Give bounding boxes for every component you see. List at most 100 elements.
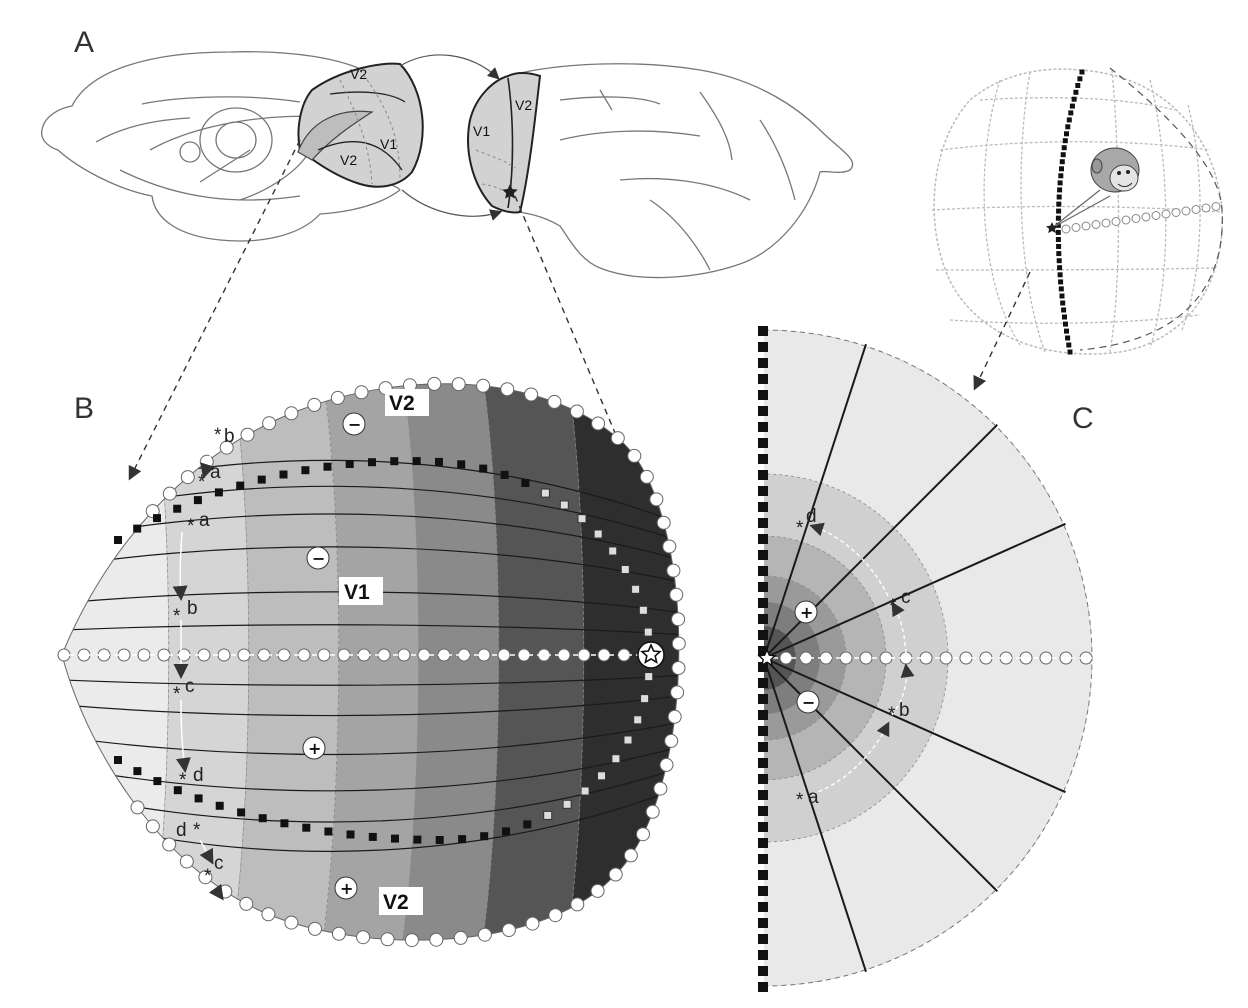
meridian-circle <box>162 837 177 852</box>
vm-square <box>758 966 768 976</box>
meridian-circle <box>453 930 468 945</box>
border-square <box>500 470 509 479</box>
vm-square <box>758 710 768 720</box>
globe-square <box>1071 96 1077 102</box>
globe-square <box>1061 145 1067 151</box>
vm-square <box>758 694 768 704</box>
plus-sign-mid: + <box>308 739 321 758</box>
meridian-circle <box>669 587 684 602</box>
border-square <box>194 794 203 803</box>
border-square <box>193 496 202 505</box>
globe-circle <box>1131 214 1141 223</box>
meridian-circle <box>608 867 623 882</box>
globe-circle <box>1181 206 1191 216</box>
star-icon-globe <box>1046 222 1058 234</box>
meridian-circle <box>404 933 419 948</box>
globe-circle <box>1081 221 1091 231</box>
polar-ray <box>763 657 1066 794</box>
globe-square <box>1058 279 1064 285</box>
meridian-circle <box>649 492 664 507</box>
meridian-circle <box>330 390 345 405</box>
globe-square <box>1057 187 1063 193</box>
border-square <box>368 832 377 841</box>
globe-circle <box>1091 220 1101 229</box>
vm-square <box>758 790 768 800</box>
border-square <box>324 827 333 836</box>
vm-square <box>758 934 768 944</box>
globe-square <box>1056 194 1062 200</box>
isopolar-line <box>62 591 679 616</box>
globe-square <box>1055 237 1061 242</box>
globe-square <box>1055 222 1061 228</box>
star-icon-fovea <box>640 642 662 664</box>
vm-square <box>758 454 768 464</box>
border-square <box>633 715 643 725</box>
meridian-circle <box>239 896 254 911</box>
left-v2-top-label: V2 <box>350 66 367 82</box>
border-square <box>133 767 142 776</box>
border-square <box>435 457 443 466</box>
asterisk: * <box>889 596 897 617</box>
asterisk: * <box>187 516 195 537</box>
globe-square <box>1063 321 1068 327</box>
v1-point-b: b <box>187 598 198 619</box>
c-point-c: c <box>901 587 911 608</box>
globe-square <box>1066 117 1072 123</box>
vm-square <box>758 662 768 672</box>
meridian-circle <box>451 377 466 392</box>
globe-square <box>1066 342 1072 348</box>
border-square <box>457 460 466 469</box>
meridian-circle <box>331 926 346 941</box>
border-square <box>280 819 289 828</box>
border-square <box>577 514 587 524</box>
globe-circle <box>1171 208 1181 217</box>
border-square <box>523 820 532 829</box>
vm-square <box>758 390 768 400</box>
plus-sign-bottom: + <box>340 879 353 898</box>
border-square <box>644 672 654 682</box>
meridian-circle <box>145 819 160 834</box>
meridian-circle <box>284 406 299 421</box>
meridian-circle <box>180 470 195 485</box>
isopolar-line <box>62 624 679 637</box>
lateral-hemisphere-outline <box>505 63 854 279</box>
border-square <box>302 823 311 832</box>
globe-circle <box>1061 224 1071 234</box>
asterisk: * <box>888 704 896 725</box>
meridian-circle <box>501 923 516 937</box>
globe-circle <box>1191 205 1201 214</box>
isopolar-line <box>62 717 679 756</box>
border-square <box>562 799 572 809</box>
vm-square <box>758 358 768 368</box>
vm-square <box>758 902 768 912</box>
border-square <box>543 810 553 820</box>
meridian-circle <box>569 404 584 419</box>
globe-square <box>1057 272 1063 278</box>
border-square <box>279 470 288 479</box>
star-icon-c-fovea <box>757 648 777 667</box>
globe-square <box>1060 300 1066 306</box>
vm-square <box>758 886 768 896</box>
globe-square <box>1056 244 1062 249</box>
meridian-circle <box>645 804 660 819</box>
globe-square <box>1073 89 1079 95</box>
globe-square <box>1065 124 1071 130</box>
border-square <box>611 754 621 764</box>
meridian-circle <box>590 883 605 898</box>
globe-square <box>1064 131 1069 137</box>
asterisk: * <box>179 770 187 791</box>
globe-square <box>1079 69 1085 75</box>
globe-circle <box>1121 215 1131 225</box>
meridian-circle <box>664 733 679 748</box>
meridian-circle <box>525 916 540 931</box>
meridian-circle <box>671 636 686 651</box>
meridian-circle <box>662 539 677 554</box>
border-square <box>638 605 648 615</box>
globe-square <box>1077 76 1083 82</box>
border-square <box>153 777 162 786</box>
meridian-circle <box>653 781 668 796</box>
border-square <box>215 801 224 810</box>
v1-point-c: c <box>185 676 195 697</box>
v1-label: V1 <box>344 581 370 604</box>
